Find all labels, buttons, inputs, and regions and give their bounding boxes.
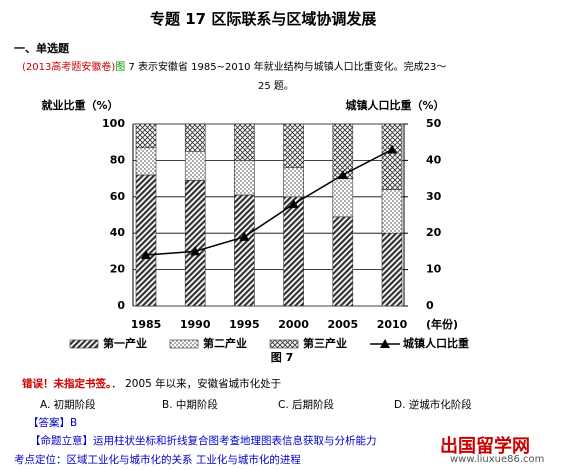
caption: 图 7	[271, 351, 293, 364]
y-tick-label: 40	[110, 226, 126, 239]
legend-label: 城镇人口比重	[403, 336, 469, 350]
x-tick-label: 1985	[131, 318, 162, 331]
bar-segment	[234, 160, 255, 196]
bar-segment	[283, 167, 304, 198]
line	[145, 148, 393, 256]
y2-tick-label: 50	[426, 117, 442, 130]
x-tick-label: 1995	[229, 318, 260, 331]
marker	[387, 144, 397, 154]
bar-segment	[283, 196, 304, 307]
legend-swatch	[269, 339, 299, 349]
bar-segment	[184, 151, 206, 181]
y-tick-label: 0	[117, 299, 125, 312]
bar-segment	[184, 123, 206, 152]
bar-segment	[332, 178, 354, 218]
bar-segment	[234, 123, 255, 161]
question: (2013高考题安徽卷)图 7 表示安徽省 1985~2010 年就业结构与城镇…	[22, 58, 446, 73]
y2-tick-label: 40	[426, 153, 442, 166]
bar-segment	[332, 216, 354, 307]
q23-text: ． 2005 年以来，安徽省城市化处于	[111, 378, 282, 390]
marker	[239, 231, 250, 241]
bar-segment	[184, 180, 206, 307]
y-tick-label: 80	[110, 153, 126, 166]
fig-ref: 图	[115, 62, 126, 73]
bar-segment	[234, 194, 255, 307]
x-axis-title: (年份)	[426, 317, 458, 331]
legend-label: 第二产业	[203, 336, 247, 350]
x-tick-label: 2000	[278, 318, 309, 331]
legend-swatch	[169, 339, 199, 349]
x-tick-label: 1990	[180, 318, 211, 331]
y-axis-title: 就业比重（%）	[41, 98, 118, 112]
source: (2013高考题安徽卷)	[22, 62, 116, 73]
bar-segment	[135, 123, 157, 148]
title: 专题 17 区际联系与区域协调发展	[150, 10, 377, 28]
y2-axis-title: 城镇人口比重（%）	[345, 98, 444, 112]
error: 错误！未指定书签。	[22, 378, 112, 390]
option: A. 初期阶段	[40, 399, 96, 411]
x-tick-label: 2010	[377, 318, 408, 331]
option: D. 逆城市化阶段	[394, 399, 472, 411]
marker	[288, 199, 299, 209]
intent: 【命题立意】运用柱状坐标和折线复合图考查地理图表信息获取与分析能力	[30, 433, 377, 448]
section: 一、单选题	[14, 42, 69, 55]
intent-text: 运用柱状坐标和折线复合图考查地理图表信息获取与分析能力	[93, 435, 377, 447]
q23: 错误！未指定书签。． 2005 年以来，安徽省城市化处于	[22, 376, 281, 391]
marker	[337, 169, 348, 179]
y2-tick-label: 10	[426, 263, 442, 276]
legend-marker	[380, 339, 390, 348]
option: C. 后期阶段	[278, 399, 335, 411]
y2-tick-label: 0	[426, 299, 434, 312]
watermark: 出国留学网	[440, 436, 530, 457]
intent-label: 【命题立意】	[30, 435, 93, 447]
bar-segment	[135, 174, 157, 307]
y-tick-label: 100	[102, 117, 125, 130]
option: B. 中期阶段	[162, 399, 218, 411]
answer: 【答案】B	[28, 417, 78, 429]
y-tick-label: 60	[110, 190, 126, 203]
bar-segment	[135, 147, 157, 176]
question-text-2: 25 题。	[258, 81, 294, 92]
bar-segment	[381, 232, 403, 307]
legend-label: 第一产业	[103, 336, 147, 350]
marker	[141, 250, 151, 260]
point: 考点定位：区域工业化与城市化的关系 工业化与城市化的进程	[14, 454, 301, 466]
y2-tick-label: 20	[426, 226, 442, 239]
bar-segment	[381, 123, 403, 190]
marker	[190, 246, 201, 256]
watermark-url: www.liuxue86.com	[450, 454, 545, 465]
bar-segment	[381, 189, 403, 234]
x-tick-label: 2005	[327, 318, 358, 331]
legend-label: 第三产业	[303, 336, 347, 350]
bar-segment	[283, 123, 304, 168]
y2-tick-label: 30	[426, 190, 442, 203]
legend-swatch	[69, 339, 99, 349]
y-tick-label: 20	[110, 263, 126, 276]
question-text: 7 表示安徽省 1985~2010 年就业结构与城镇人口比重变化。完成23～	[125, 62, 447, 73]
